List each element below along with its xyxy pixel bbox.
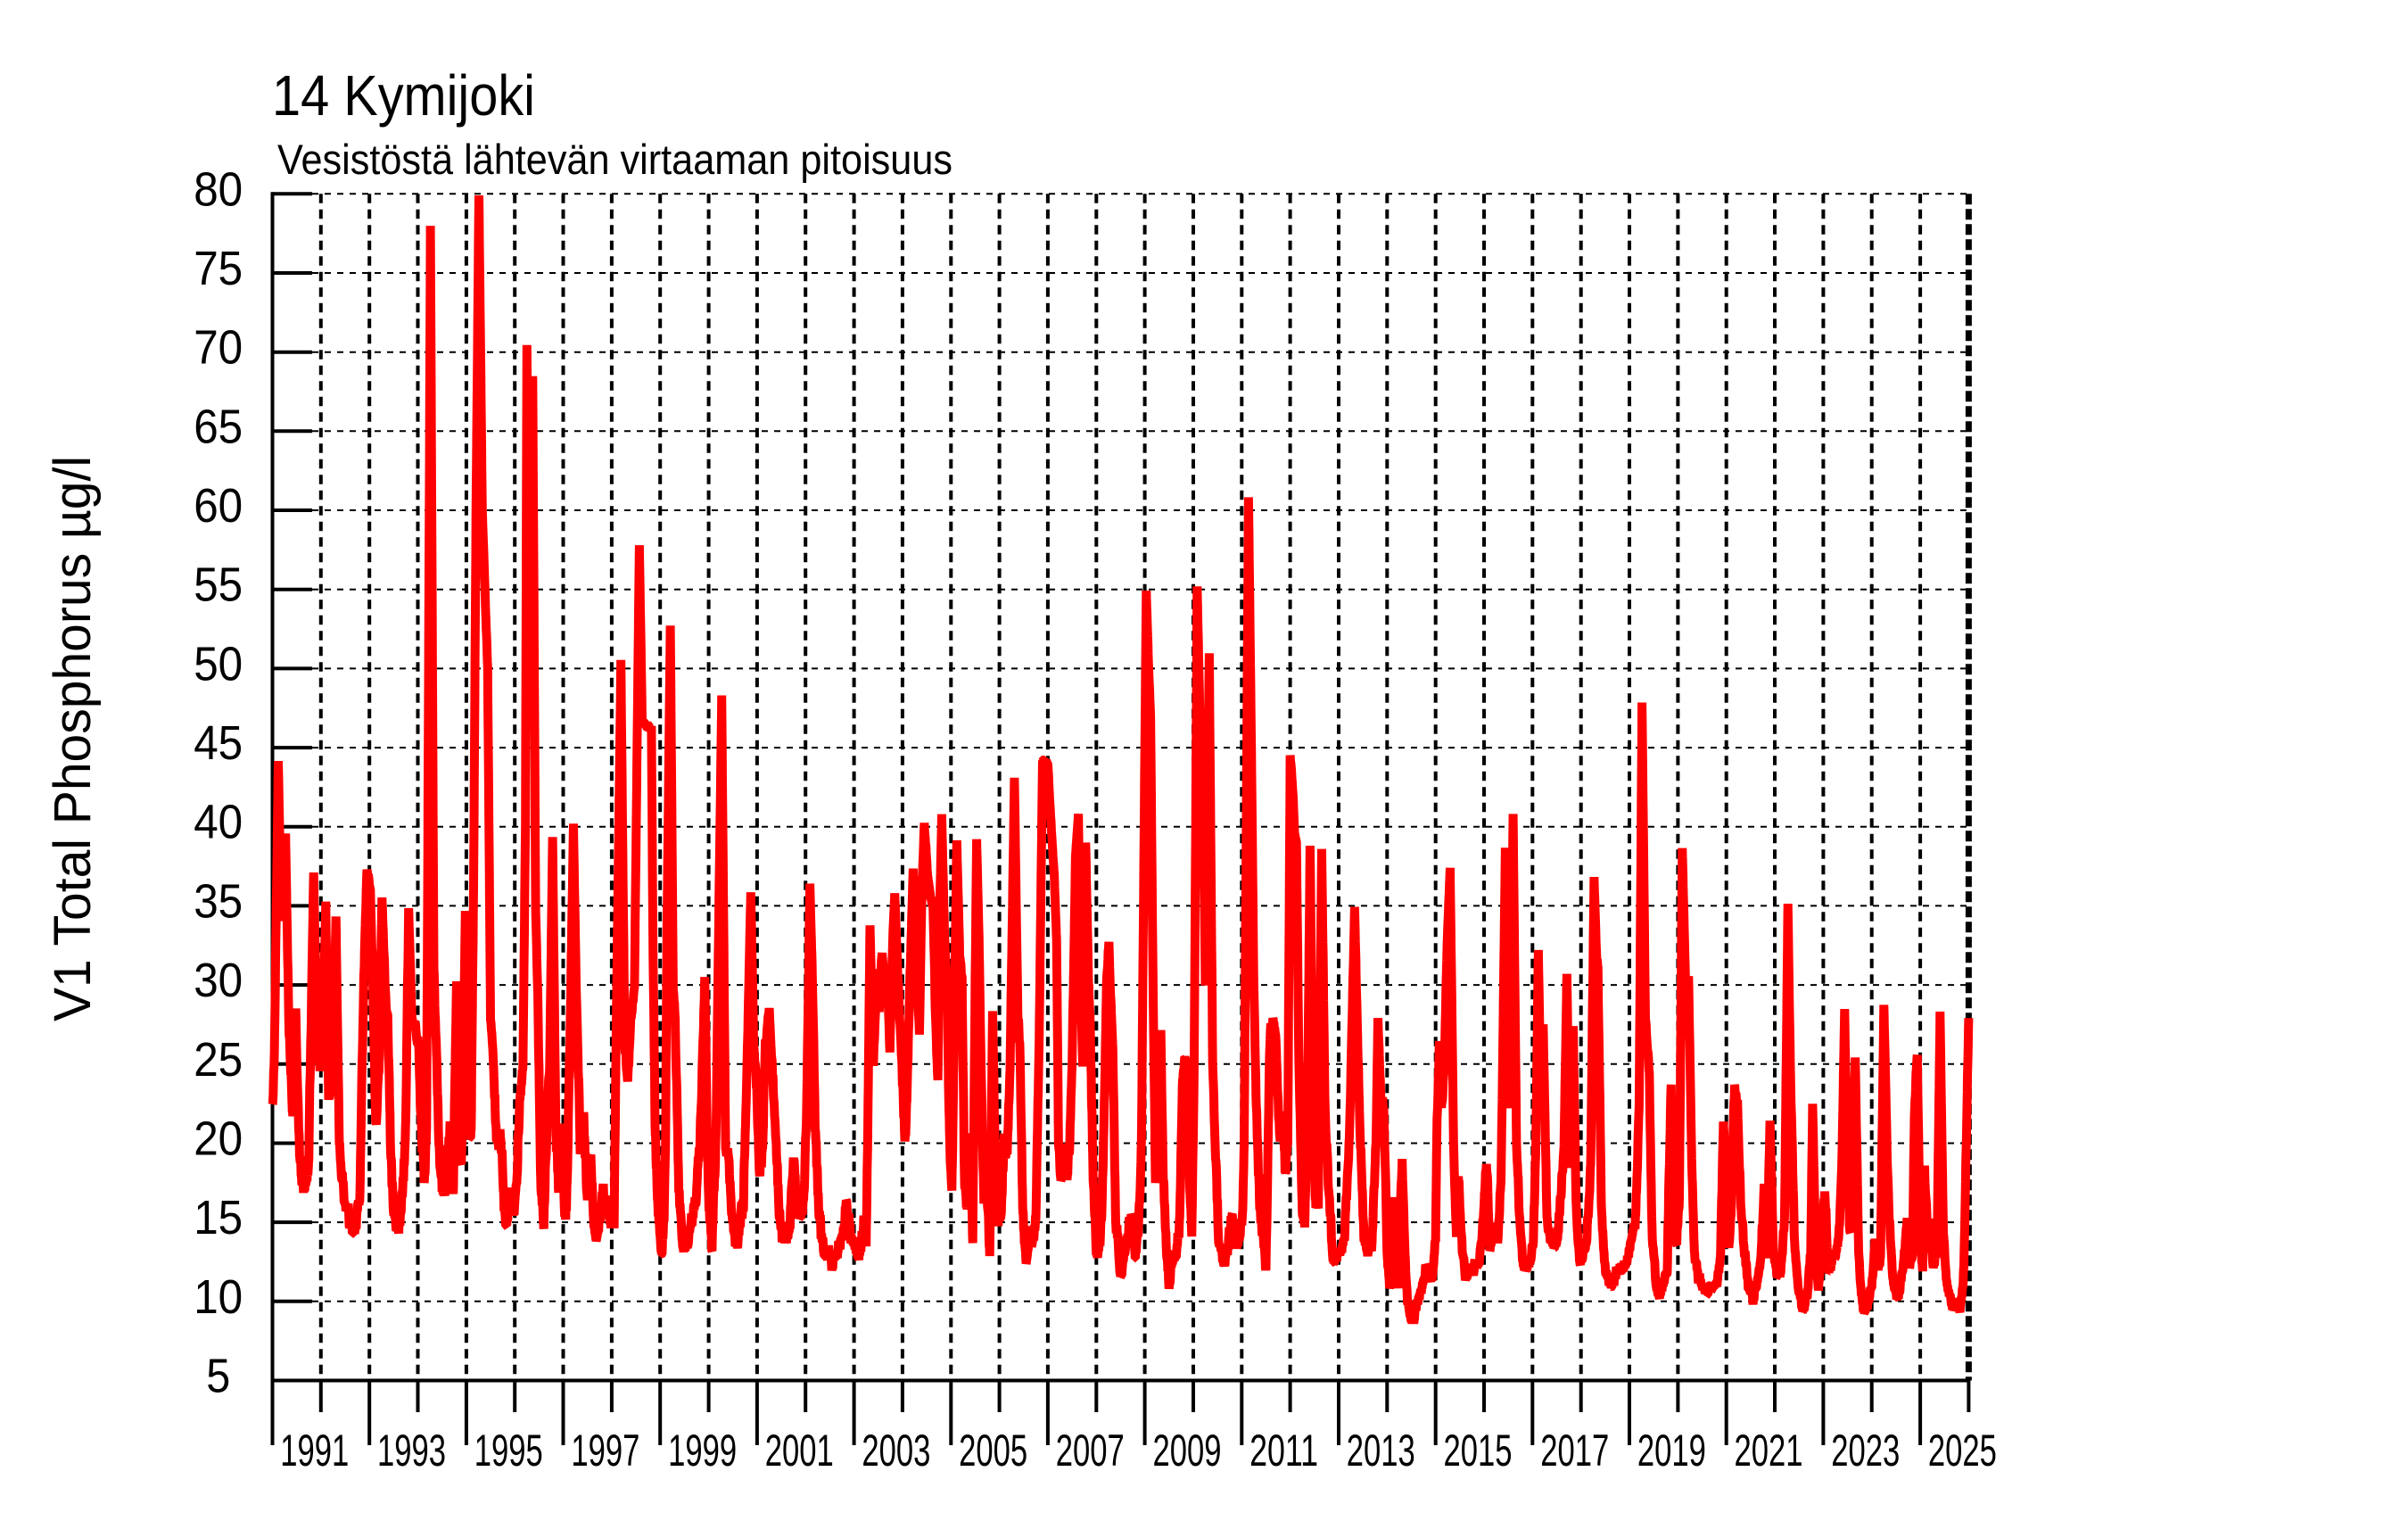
svg-text:2003: 2003 [862, 1426, 930, 1476]
svg-text:Vesistöstä lähtevän virtaaman: Vesistöstä lähtevän virtaaman pitoisuus [277, 136, 952, 183]
svg-text:1993: 1993 [377, 1426, 446, 1476]
svg-text:2007: 2007 [1056, 1426, 1125, 1476]
svg-text:2023: 2023 [1831, 1426, 1900, 1476]
svg-text:1997: 1997 [571, 1426, 639, 1476]
svg-text:2009: 2009 [1153, 1426, 1222, 1476]
svg-text:40: 40 [194, 796, 243, 849]
svg-text:20: 20 [194, 1112, 243, 1166]
svg-text:45: 45 [194, 716, 243, 770]
svg-text:V1 Total Phosphorus µg/l: V1 Total Phosphorus µg/l [44, 456, 102, 1021]
svg-text:1999: 1999 [668, 1426, 737, 1476]
svg-text:25: 25 [194, 1033, 243, 1087]
svg-text:5: 5 [206, 1350, 230, 1403]
svg-text:55: 55 [194, 558, 243, 612]
svg-text:60: 60 [194, 479, 243, 533]
svg-text:35: 35 [194, 874, 243, 928]
svg-text:2011: 2011 [1249, 1426, 1318, 1476]
svg-text:2021: 2021 [1735, 1426, 1803, 1476]
svg-text:2013: 2013 [1347, 1426, 1415, 1476]
svg-text:2017: 2017 [1540, 1426, 1609, 1476]
svg-text:50: 50 [194, 637, 243, 690]
svg-text:1995: 1995 [474, 1426, 543, 1476]
svg-text:2001: 2001 [765, 1426, 834, 1476]
svg-text:10: 10 [194, 1270, 243, 1324]
svg-text:70: 70 [194, 321, 243, 375]
svg-text:2005: 2005 [959, 1426, 1027, 1476]
svg-text:2025: 2025 [1928, 1426, 1997, 1476]
svg-text:15: 15 [194, 1191, 243, 1244]
svg-text:75: 75 [194, 242, 243, 295]
svg-text:65: 65 [194, 400, 243, 453]
svg-text:1991: 1991 [280, 1426, 349, 1476]
svg-text:14 Kymijoki: 14 Kymijoki [272, 63, 535, 128]
svg-text:30: 30 [194, 954, 243, 1007]
svg-text:80: 80 [194, 162, 243, 216]
svg-text:2015: 2015 [1444, 1426, 1513, 1476]
svg-text:2019: 2019 [1637, 1426, 1706, 1476]
